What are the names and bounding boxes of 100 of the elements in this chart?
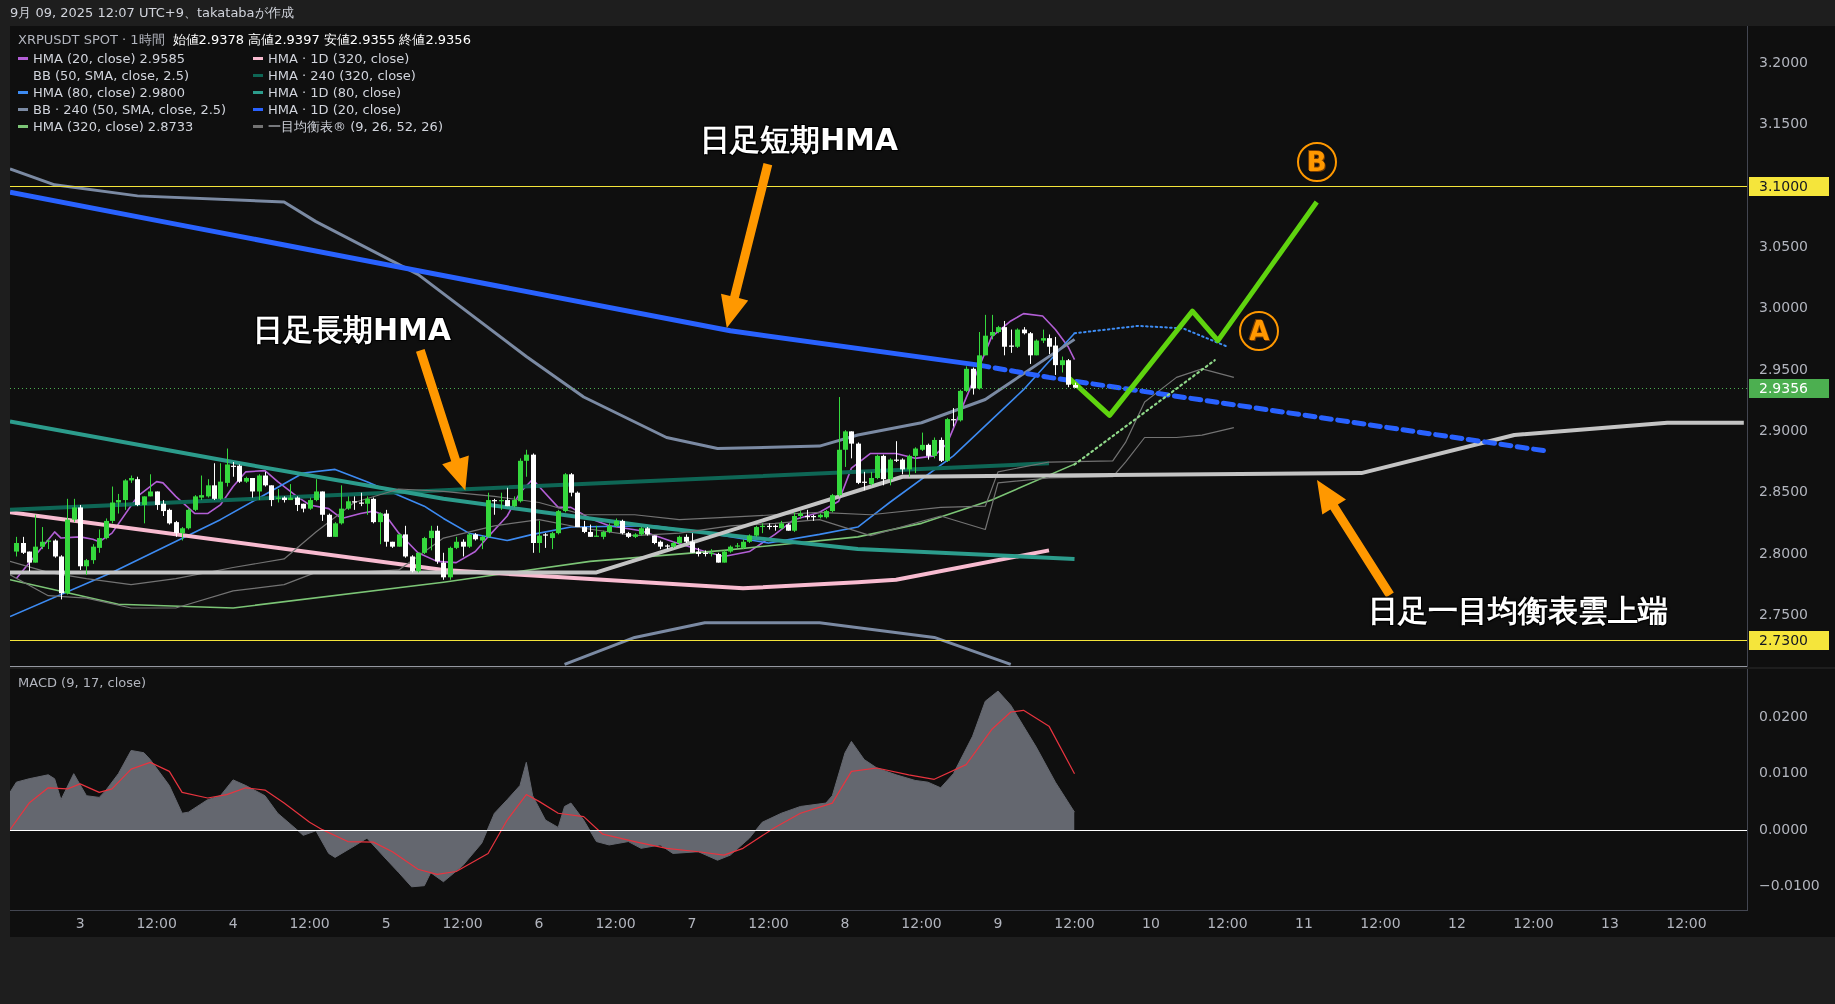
- annotation: BB (50, SMA, close, 2.5): [33, 67, 189, 84]
- annotation: 日足長期HMA: [252, 312, 452, 347]
- x-tick-label: 12: [1448, 915, 1466, 932]
- x-tick-label: 6: [534, 915, 544, 932]
- candlestick: [888, 457, 893, 486]
- candlestick: [983, 314, 988, 356]
- candlestick: [72, 498, 77, 523]
- candlestick: [40, 526, 45, 550]
- candlestick: [327, 513, 332, 538]
- ref-line-label: 3.1000: [1759, 177, 1808, 194]
- y-tick-label: 3.1500: [1759, 115, 1808, 132]
- y-tick-label: 3.2000: [1759, 54, 1808, 71]
- candlestick: [881, 454, 886, 486]
- legend-label: HMA (320, close) 2.8733: [33, 118, 194, 135]
- candlestick: [371, 497, 376, 524]
- candlestick: [1015, 327, 1020, 349]
- x-tick-label: 11: [1295, 915, 1313, 932]
- candlestick: [104, 517, 109, 540]
- legend-label: HMA · 1D (20, close): [268, 101, 402, 118]
- ref-line-label: 2.9356: [1759, 379, 1809, 396]
- x-tick-label: 12:00: [1666, 915, 1707, 932]
- candlestick: [257, 473, 262, 501]
- candlestick: [123, 478, 128, 511]
- legend-label: HMA (80, close) 2.9800: [33, 84, 186, 101]
- candlestick: [441, 552, 446, 581]
- x-tick-label: 12:00: [901, 915, 942, 932]
- x-tick-label: 12:00: [1054, 915, 1095, 932]
- candlestick: [429, 525, 434, 551]
- text: MACD (9, 17, close): [18, 675, 147, 690]
- x-tick-label: 12:00: [136, 915, 177, 932]
- y-tick-label: 2.8500: [1759, 483, 1808, 500]
- x-tick-label: 12:00: [289, 915, 330, 932]
- candlestick: [939, 437, 944, 463]
- circle-outline: A: [1239, 310, 1280, 351]
- candlestick: [907, 454, 912, 478]
- y-tick-label: 0.0200: [1759, 707, 1808, 724]
- candlestick: [339, 484, 344, 526]
- text: 始値2.9378 高値2.9397 安値2.9355 終値2.9356: [172, 32, 471, 47]
- candlestick: [1002, 320, 1007, 356]
- candlestick: [537, 520, 542, 554]
- y-tick-label: 0.0100: [1759, 764, 1808, 781]
- y-tick-label: 2.8000: [1759, 544, 1808, 561]
- y-tick-label: −0.0100: [1759, 877, 1820, 894]
- annotation: 日足短期HMA: [699, 122, 899, 157]
- candlestick: [403, 525, 408, 559]
- candlestick: [1028, 331, 1033, 365]
- candlestick: [225, 448, 230, 488]
- x-tick-label: 13: [1601, 915, 1619, 932]
- candlestick: [186, 508, 191, 530]
- candlestick: [53, 538, 58, 559]
- legend-label: 一目均衡表® (9, 26, 52, 26): [268, 118, 443, 135]
- y-tick-label: 3.0000: [1759, 299, 1808, 316]
- text: 9月 09, 2025 12:07 UTC+9、takatabaが作成: [10, 5, 294, 21]
- candlestick: [320, 490, 325, 522]
- legend-label: HMA · 1D (80, close): [268, 84, 402, 101]
- candlestick: [352, 495, 357, 511]
- x-tick-label: 3: [75, 915, 85, 932]
- y-tick-label: 0.0000: [1759, 820, 1808, 837]
- candlestick: [378, 511, 383, 545]
- x-tick-label: 12:00: [1360, 915, 1401, 932]
- candlestick: [971, 367, 976, 396]
- x-tick-label: 9: [993, 915, 1003, 932]
- candlestick: [110, 486, 115, 524]
- candlestick: [218, 462, 223, 501]
- candlestick: [849, 430, 854, 459]
- candlestick: [14, 536, 19, 557]
- candlestick: [365, 495, 370, 516]
- x-tick-label: 5: [381, 915, 391, 932]
- candlestick: [212, 462, 217, 501]
- y-tick-label: 2.7500: [1759, 605, 1808, 622]
- candlestick: [920, 432, 925, 452]
- x-tick-label: 10: [1142, 915, 1160, 932]
- x-tick-label: 8: [840, 915, 850, 932]
- candlestick: [843, 429, 848, 468]
- x-tick-label: 12:00: [1207, 915, 1248, 932]
- text: XRPUSDT SPOT · 1時間: [18, 32, 165, 47]
- legend-label: HMA (20, close) 2.9585: [33, 50, 186, 67]
- candlestick: [269, 484, 274, 507]
- x-tick-label: 12:00: [748, 915, 789, 932]
- circle-outline: B: [1296, 141, 1337, 182]
- legend-label: BB · 240 (50, SMA, close, 2.5): [33, 101, 227, 118]
- candlestick: [792, 511, 797, 533]
- candlestick: [314, 478, 319, 502]
- candlestick: [524, 449, 529, 478]
- candlestick: [556, 509, 561, 535]
- annotation: B: [1306, 146, 1327, 177]
- candlestick: [116, 493, 121, 515]
- x-tick-label: 12:00: [595, 915, 636, 932]
- candlestick: [206, 478, 211, 499]
- x-tick-label: 12:00: [1513, 915, 1554, 932]
- candlestick: [33, 514, 38, 564]
- legend-label: HMA · 1D (320, close): [268, 50, 410, 67]
- y-tick-label: 2.9500: [1759, 360, 1808, 377]
- x-tick-label: 12:00: [442, 915, 483, 932]
- candlestick: [569, 472, 574, 497]
- candlestick: [875, 454, 880, 480]
- y-tick-label: 2.9000: [1759, 422, 1808, 439]
- x-tick-label: 4: [228, 915, 238, 932]
- y-tick-label: 3.0500: [1759, 238, 1808, 255]
- annotation: 日足一目均衡表雲上端: [1368, 593, 1668, 628]
